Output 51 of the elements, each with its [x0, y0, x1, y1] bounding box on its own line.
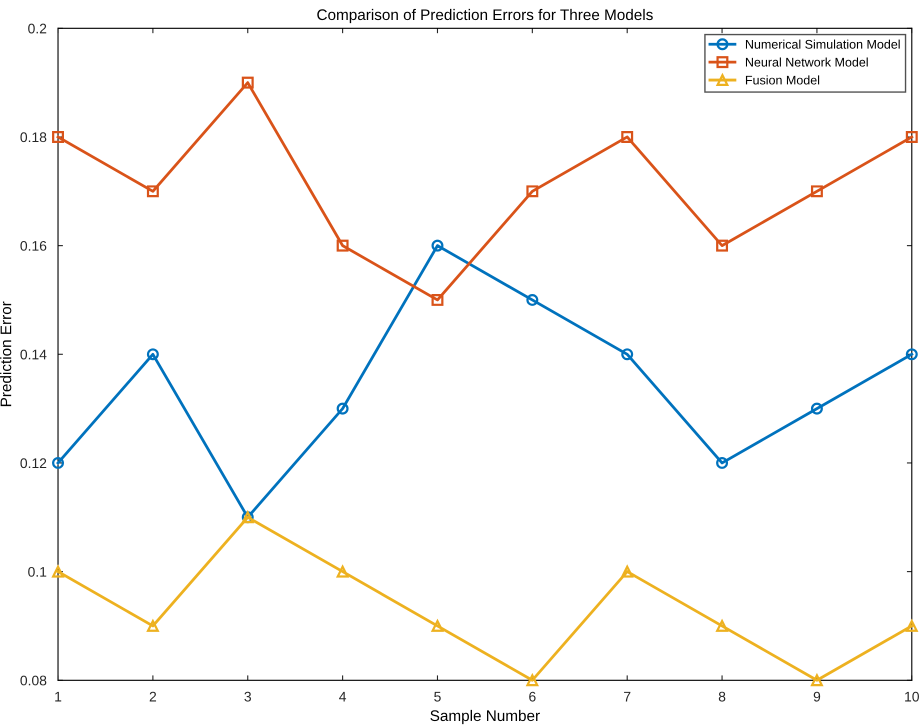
point — [810, 402, 823, 415]
legend-label: Fusion Model — [746, 75, 820, 85]
x-tick-label: 1 — [55, 692, 62, 702]
point — [526, 294, 538, 306]
y-tick-label: 0.14 — [20, 350, 47, 360]
x-tick-label: 10 — [905, 692, 919, 702]
x-tick-label: 9 — [814, 692, 820, 702]
point — [716, 240, 728, 252]
point — [432, 620, 444, 632]
point — [621, 131, 634, 143]
point — [242, 76, 254, 89]
point — [52, 566, 64, 578]
point — [716, 456, 728, 469]
point — [146, 348, 159, 360]
point — [810, 185, 823, 198]
legend-label: Numerical Simulation Model — [746, 40, 900, 49]
y-tick-label: 0.08 — [20, 676, 46, 686]
y-tick-label: 0.2 — [28, 24, 46, 34]
y-tick-label: 0.18 — [20, 132, 46, 142]
x-axis-title: Sample Number — [430, 710, 540, 724]
point — [906, 348, 918, 360]
point — [52, 456, 64, 469]
point — [146, 185, 159, 198]
y-tick-label: 0.12 — [20, 458, 46, 468]
legend-label: Neural Network Model — [746, 57, 868, 67]
chart-title: Comparison of Prediction Errors for Three Models — [317, 8, 653, 24]
x-tick-label: 4 — [339, 692, 346, 702]
point — [906, 131, 918, 143]
point — [52, 131, 64, 143]
y-tick-label: 0.1 — [28, 566, 46, 577]
point — [336, 566, 349, 578]
point — [810, 674, 823, 686]
x-tick-label: 3 — [244, 692, 251, 702]
point — [336, 402, 349, 415]
point — [146, 620, 159, 632]
y-tick-label: 0.16 — [20, 240, 46, 251]
x-tick-label: 8 — [718, 692, 726, 702]
x-tick-label: 6 — [529, 692, 536, 702]
point — [432, 240, 444, 252]
point — [621, 348, 634, 360]
point — [526, 674, 538, 686]
y-axis-title: Prediction Error — [0, 301, 12, 406]
x-tick-label: 7 — [624, 692, 630, 702]
point — [526, 185, 538, 198]
point — [432, 294, 444, 306]
point — [906, 620, 918, 632]
point — [716, 620, 728, 632]
point — [336, 240, 349, 252]
point — [621, 566, 634, 578]
x-tick-label: 5 — [434, 692, 441, 702]
x-tick-label: 2 — [150, 692, 156, 702]
